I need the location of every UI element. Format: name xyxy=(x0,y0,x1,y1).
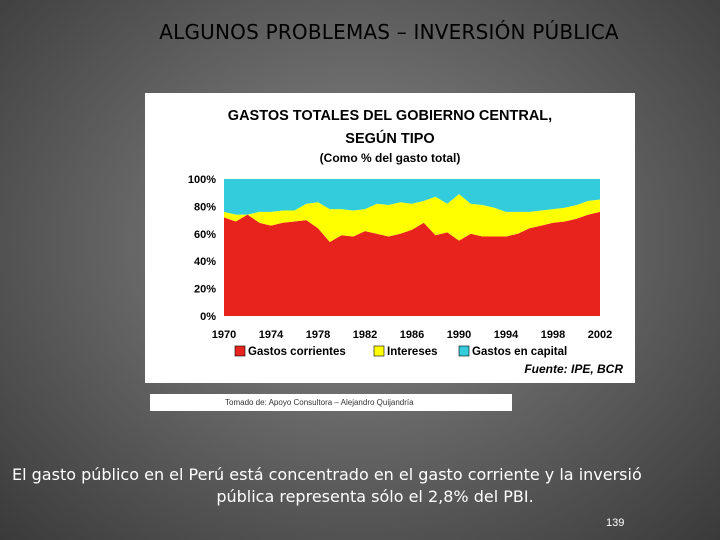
x-tick-label: 1994 xyxy=(494,329,519,341)
y-tick-label: 0% xyxy=(200,311,216,323)
source-note-strip: Tomado de: Apoyo Consultora – Alejandro … xyxy=(150,394,512,411)
x-tick-label: 1974 xyxy=(259,329,284,341)
area-series-1 xyxy=(224,211,600,316)
page-number: 139 xyxy=(606,517,625,529)
slide-title: ALGUNOS PROBLEMAS – INVERSIÓN PÚBLICA xyxy=(159,20,619,44)
chart-title-line1: GASTOS TOTALES DEL GOBIERNO CENTRAL, xyxy=(228,108,552,124)
x-tick-label: 1982 xyxy=(353,329,377,341)
x-tick-label: 1970 xyxy=(212,329,236,341)
y-tick-label: 20% xyxy=(194,284,216,296)
legend-label: Gastos en capital xyxy=(472,346,567,358)
legend-label: Gastos corrientes xyxy=(248,346,346,358)
y-tick-label: 80% xyxy=(194,201,216,213)
area-series-2 xyxy=(224,194,600,242)
area-series-3 xyxy=(224,179,600,215)
chart-source: Fuente: IPE, BCR xyxy=(524,362,623,376)
x-tick-label: 1986 xyxy=(400,329,424,341)
caption-line-1: El gasto público en el Perú está concent… xyxy=(12,465,642,484)
stacked-area-chart: GASTOS TOTALES DEL GOBIERNO CENTRAL, SEG… xyxy=(188,108,623,376)
y-tick-label: 60% xyxy=(194,229,216,241)
x-tick-label: 1978 xyxy=(306,329,330,341)
source-note: Tomado de: Apoyo Consultora – Alejandro … xyxy=(225,398,414,407)
x-tick-label: 2002 xyxy=(588,329,612,341)
x-tick-label: 1990 xyxy=(447,329,471,341)
y-tick-label: 100% xyxy=(188,174,216,186)
legend-swatch xyxy=(234,345,246,357)
x-tick-label: 1998 xyxy=(541,329,565,341)
chart-panel: GASTOS TOTALES DEL GOBIERNO CENTRAL, SEG… xyxy=(145,93,635,383)
y-tick-label: 40% xyxy=(194,256,216,268)
caption-line-2: pública representa sólo el 2,8% del PBI. xyxy=(216,487,534,506)
legend-swatch xyxy=(373,345,385,357)
legend-label: Intereses xyxy=(387,346,438,358)
chart-title-line2: SEGÚN TIPO xyxy=(345,129,434,147)
legend-swatch xyxy=(458,345,470,357)
chart-subtitle: (Como % del gasto total) xyxy=(320,151,461,165)
